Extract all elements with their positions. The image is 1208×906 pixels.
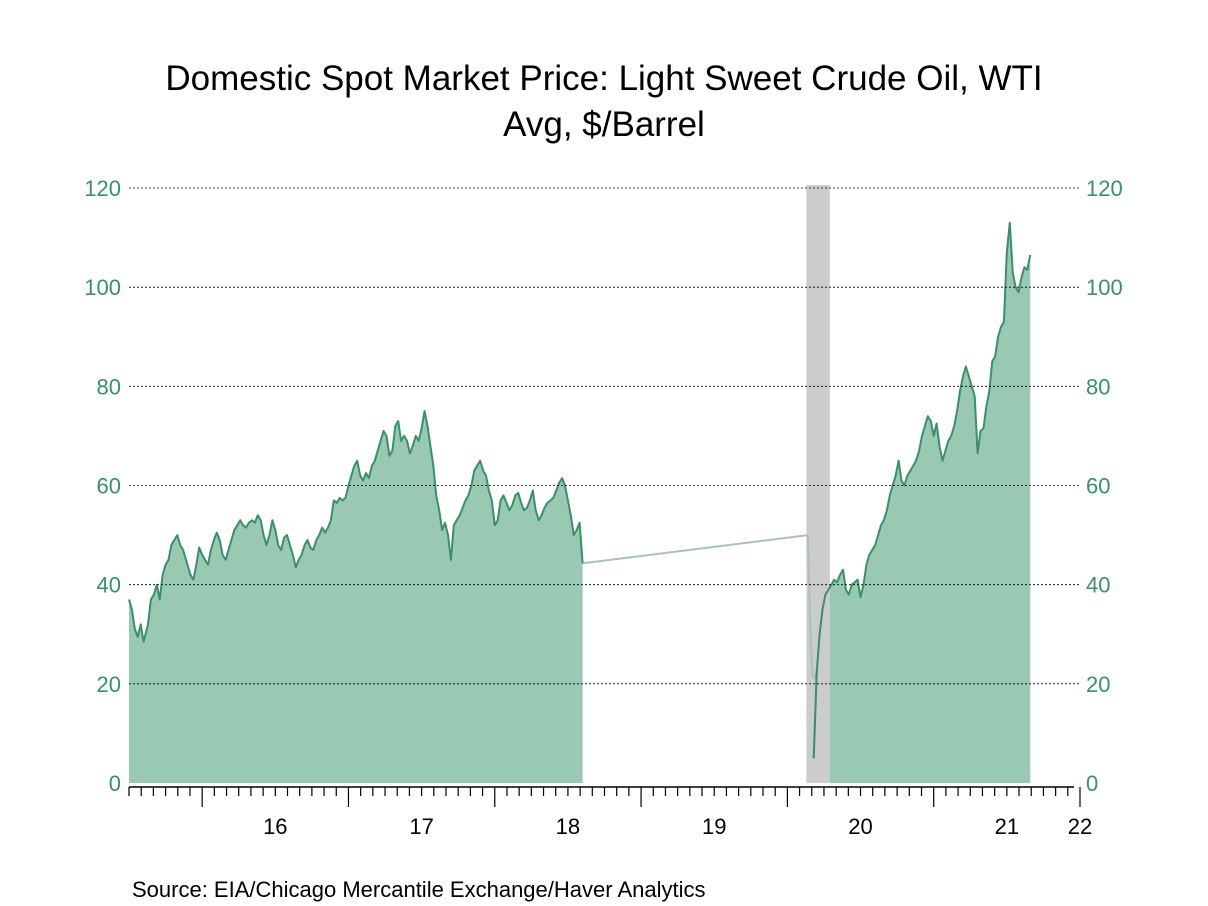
y-tick-label-left: 20 xyxy=(97,672,121,697)
y-tick-label-right: 40 xyxy=(1086,573,1110,598)
y-tick-label-right: 0 xyxy=(1086,771,1098,796)
chart-subtitle: Avg, $/Barrel xyxy=(503,105,705,144)
series-area-1 xyxy=(813,222,1031,783)
recession-line xyxy=(582,533,819,759)
source-note: Source: EIA/Chicago Mercantile Exchange/… xyxy=(132,877,706,902)
x-tick-label: 18 xyxy=(556,814,580,839)
series-area-0 xyxy=(129,411,583,783)
x-tick-label: 21 xyxy=(995,814,1019,839)
y-tick-label-left: 80 xyxy=(97,374,121,399)
y-tick-label-left: 40 xyxy=(97,573,121,598)
y-tick-label-right: 20 xyxy=(1086,672,1110,697)
y-tick-label-left: 60 xyxy=(97,474,121,499)
recession-band xyxy=(806,185,830,783)
series-line-0 xyxy=(128,410,584,643)
y-tick-label-right: 100 xyxy=(1086,275,1123,300)
series-line-1 xyxy=(812,221,1032,759)
y-tick-label-left: 0 xyxy=(109,771,121,796)
x-tick-label: 17 xyxy=(409,814,433,839)
chart-title: Domestic Spot Market Price: Light Sweet … xyxy=(165,59,1042,98)
x-tick-label: 20 xyxy=(848,814,872,839)
x-tick-label: 16 xyxy=(263,814,287,839)
x-tick-label: 22 xyxy=(1068,814,1092,839)
y-tick-label-right: 80 xyxy=(1086,374,1110,399)
plot-area xyxy=(128,185,1032,783)
y-tick-label-left: 100 xyxy=(84,275,121,300)
y-tick-label-right: 120 xyxy=(1086,176,1123,201)
y-tick-label-left: 120 xyxy=(84,176,121,201)
y-tick-label-right: 60 xyxy=(1086,474,1110,499)
x-tick-label: 19 xyxy=(702,814,726,839)
axes: 0 0 20 20 40 40 60 60 80 80 100 100 120 120 16 17 18 19 20… xyxy=(84,176,1122,839)
